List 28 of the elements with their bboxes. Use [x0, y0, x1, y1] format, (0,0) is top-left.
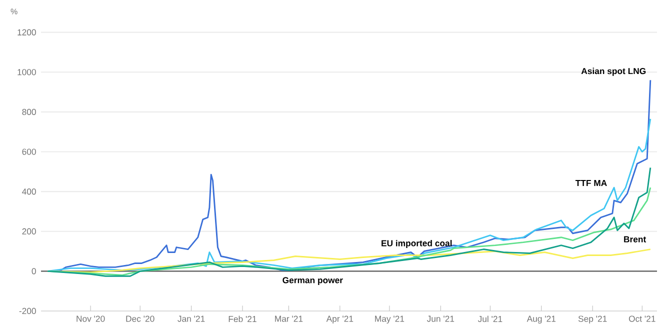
y-tick-label: 1200 [18, 29, 36, 36]
line-series [46, 166, 652, 277]
y-tick-label: -200 [19, 308, 36, 314]
y-tick-label: 200 [22, 228, 36, 234]
series-label: Asian spot LNG [581, 68, 646, 76]
y-axis-title: % [10, 8, 18, 14]
y-tick-label: 1000 [18, 69, 36, 76]
x-tick-label: Sep '21 [578, 316, 607, 324]
x-tick-label: Aug '21 [526, 316, 556, 324]
x-tick-label: Jul '21 [478, 316, 502, 322]
x-tick-label: Jun '21 [426, 316, 454, 322]
series-label: German power [282, 277, 343, 285]
x-tick-label: Oct '21 [628, 316, 656, 322]
x-tick-label: Apr '21 [326, 316, 354, 324]
x-tick-label: May '21 [375, 316, 404, 324]
y-tick-label: 0 [32, 268, 36, 274]
y-tick-label: 600 [22, 148, 36, 155]
line-series [46, 118, 652, 272]
x-tick-label: Dec '20 [126, 316, 154, 322]
series-label: EU imported coal [382, 240, 452, 248]
x-tick-label: Mar '21 [275, 316, 303, 322]
x-tick-label: Jan '21 [178, 316, 205, 322]
x-tick-label: Nov '20 [76, 316, 105, 322]
y-tick-label: 400 [22, 188, 36, 195]
x-tick-label: Feb '21 [228, 316, 256, 322]
y-tick-label: 800 [22, 108, 36, 116]
series-label: Brent [624, 236, 646, 242]
series-label: TTF MA [575, 180, 607, 186]
